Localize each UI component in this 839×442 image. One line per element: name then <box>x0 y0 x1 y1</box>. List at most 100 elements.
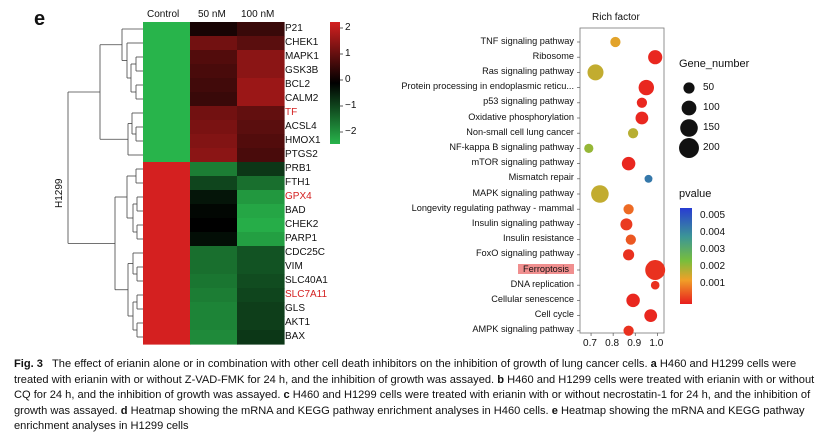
heatmap-cell <box>237 78 285 93</box>
heatmap-cell <box>143 64 191 79</box>
figure-caption: Fig. 3 The effect of erianin alone or in… <box>14 357 830 435</box>
pvalue-gradient <box>680 208 692 304</box>
kegg-term-label: Protein processing in endoplasmic reticu… <box>401 81 574 92</box>
heatmap-cell <box>143 50 191 65</box>
kegg-term-label: MAPK signaling pathway <box>472 187 574 198</box>
caption-d-text: Heatmap showing the mRNA and KEGG pathwa… <box>130 404 549 417</box>
pvalue-legend-label: 0.003 <box>700 244 726 255</box>
heatmap-cell <box>237 190 285 205</box>
heatmap-cell <box>190 232 238 247</box>
kegg-term-label: FoxO signaling pathway <box>475 248 574 259</box>
kegg-bubble <box>625 234 636 245</box>
caption-a-text: H460 and H1299 cells were treated with e… <box>14 358 797 386</box>
heatmap-cell <box>143 232 191 247</box>
heatmap-cell <box>190 92 238 107</box>
heatmap-cell <box>143 162 191 177</box>
kegg-bubble <box>636 97 648 108</box>
heatmap-cell <box>237 316 285 331</box>
gene-label: CHEK2 <box>285 218 319 230</box>
kegg-bubble <box>621 156 636 171</box>
kegg-term-label: Insulin resistance <box>503 233 574 244</box>
heatmap-cell <box>237 260 285 275</box>
heatmap-cell <box>190 64 238 79</box>
gene-label: BCL2 <box>285 78 311 90</box>
gene-label: SLC7A11 <box>285 288 328 300</box>
heatmap-cell <box>190 78 238 93</box>
gene-label: BAD <box>285 204 306 216</box>
gene-label: ACSL4 <box>285 120 317 132</box>
heatmap-cell <box>190 148 238 163</box>
heatmap-cell <box>237 232 285 247</box>
heatmap-cell <box>190 36 238 51</box>
heatmap-cell <box>143 288 191 303</box>
gene-label: MAPK1 <box>285 50 319 62</box>
gene-label: PARP1 <box>285 232 318 244</box>
gene-label: FTH1 <box>285 176 310 188</box>
heatmap-cell <box>143 190 191 205</box>
heatmap-cell <box>190 106 238 121</box>
kegg-bubble <box>626 293 640 308</box>
heatmap-cell <box>190 316 238 331</box>
heatmap-cell <box>143 302 191 317</box>
kegg-bubble <box>650 280 660 290</box>
heatmap-cell <box>237 92 285 107</box>
row-dendrogram <box>67 28 143 338</box>
heatmap-figure <box>67 22 343 345</box>
gene-label: GPX4 <box>285 190 312 202</box>
pvalue-legend-label: 0.001 <box>700 278 726 289</box>
kegg-bubble <box>623 325 634 336</box>
gene-label: HMOX1 <box>285 134 321 146</box>
kegg-term-label: Ribosome <box>532 50 574 61</box>
heatmap-colorbar <box>330 22 343 144</box>
heatmap-cell <box>237 204 285 219</box>
heatmap-cell <box>237 246 285 261</box>
heatmap-cell <box>237 176 285 191</box>
kegg-bubble <box>627 128 639 139</box>
kegg-term-label: Insulin signaling pathway <box>471 217 574 228</box>
kegg-bubble <box>648 50 663 65</box>
kegg-x-tick-label: 0.8 <box>605 338 620 349</box>
heatmap-cell <box>143 78 191 93</box>
caption-e-label: e <box>551 404 558 417</box>
size-legend-label: 200 <box>703 142 720 153</box>
heatmap-cell <box>237 330 285 345</box>
heatmap-cell <box>190 330 238 345</box>
size-legend-label: 100 <box>703 102 720 113</box>
heatmap-cell <box>143 330 191 345</box>
colorbar-tick-label: 1 <box>345 48 351 59</box>
kegg-term-label: p53 signaling pathway <box>483 96 574 107</box>
size-legend-circle <box>681 100 697 116</box>
kegg-bubble <box>610 36 621 48</box>
kegg-term-label: mTOR signaling pathway <box>471 157 574 168</box>
gene-label: CALM2 <box>285 92 319 104</box>
kegg-bubble <box>591 185 609 203</box>
size-legend-title: Gene_number <box>679 58 750 70</box>
heatmap-cell <box>143 316 191 331</box>
kegg-term-label: Cell cycle <box>534 309 574 320</box>
gene-label: PRB1 <box>285 162 312 174</box>
kegg-term-label: Longevity regulating pathway - mammal <box>411 202 574 213</box>
kegg-bubble <box>584 143 594 153</box>
kegg-bubble <box>644 174 653 183</box>
heatmap-cell <box>237 134 285 149</box>
kegg-bubble <box>638 79 654 96</box>
kegg-term-label: NF-kappa B signaling pathway <box>449 141 574 152</box>
gene-label: AKT1 <box>285 316 311 328</box>
heatmap-cell <box>143 260 191 275</box>
heatmap-cell <box>190 204 238 219</box>
heatmap-cell <box>143 106 191 121</box>
kegg-x-tick-label: 0.9 <box>627 338 642 349</box>
caption-a-label: a <box>650 358 657 370</box>
caption-b-text: H460 and H1299 cells were treated with e… <box>14 373 815 402</box>
pvalue-legend-title: pvalue <box>679 188 712 200</box>
pvalue-legend-label: 0.002 <box>700 261 726 272</box>
heatmap-cell <box>190 162 238 177</box>
heatmap-cell <box>143 274 191 289</box>
heatmap-col-50nm: 50 nM <box>198 9 226 20</box>
gene-label: CDC25C <box>285 246 326 258</box>
kegg-bubble <box>587 64 604 81</box>
colorbar-tick-label: −2 <box>345 126 357 137</box>
heatmap-cell <box>190 176 238 191</box>
heatmap-cell <box>237 218 285 233</box>
gene-label: PTGS2 <box>285 148 318 160</box>
